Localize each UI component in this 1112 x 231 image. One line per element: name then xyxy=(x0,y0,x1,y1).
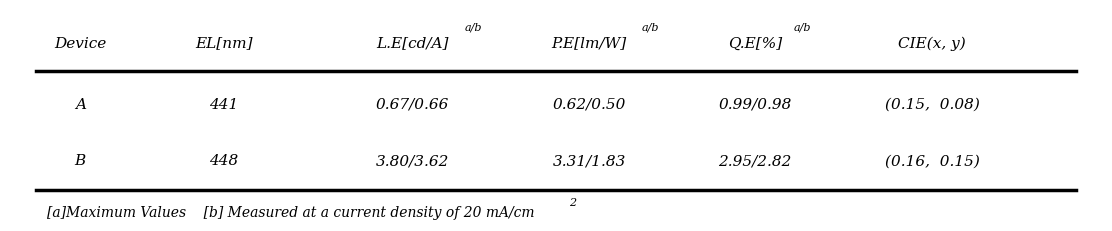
Text: EL[nm]: EL[nm] xyxy=(196,36,252,50)
Text: (0.16,  0.15): (0.16, 0.15) xyxy=(885,154,980,167)
Text: a/b: a/b xyxy=(642,23,658,33)
Text: 2.95/2.82: 2.95/2.82 xyxy=(718,154,792,167)
Text: (0.15,  0.08): (0.15, 0.08) xyxy=(885,97,980,111)
Text: 441: 441 xyxy=(209,97,239,111)
Text: 3.80/3.62: 3.80/3.62 xyxy=(376,154,449,167)
Text: A: A xyxy=(75,97,86,111)
Text: B: B xyxy=(75,154,86,167)
Text: 2: 2 xyxy=(569,197,576,207)
Text: 448: 448 xyxy=(209,154,239,167)
Text: 0.67/0.66: 0.67/0.66 xyxy=(376,97,449,111)
Text: P.E[lm/W]: P.E[lm/W] xyxy=(552,36,627,50)
Text: a/b: a/b xyxy=(465,23,481,33)
Text: 3.31/1.83: 3.31/1.83 xyxy=(553,154,626,167)
Text: a/b: a/b xyxy=(794,23,812,33)
Text: 0.99/0.98: 0.99/0.98 xyxy=(718,97,792,111)
Text: [a]Maximum Values    [b] Measured at a current density of 20 mA/cm: [a]Maximum Values [b] Measured at a curr… xyxy=(47,206,535,219)
Text: L.E[cd/A]: L.E[cd/A] xyxy=(376,36,448,50)
Text: 0.62/0.50: 0.62/0.50 xyxy=(553,97,626,111)
Text: Q.E[%]: Q.E[%] xyxy=(728,36,782,50)
Text: CIE(x, y): CIE(x, y) xyxy=(898,36,966,51)
Text: Device: Device xyxy=(54,36,107,50)
